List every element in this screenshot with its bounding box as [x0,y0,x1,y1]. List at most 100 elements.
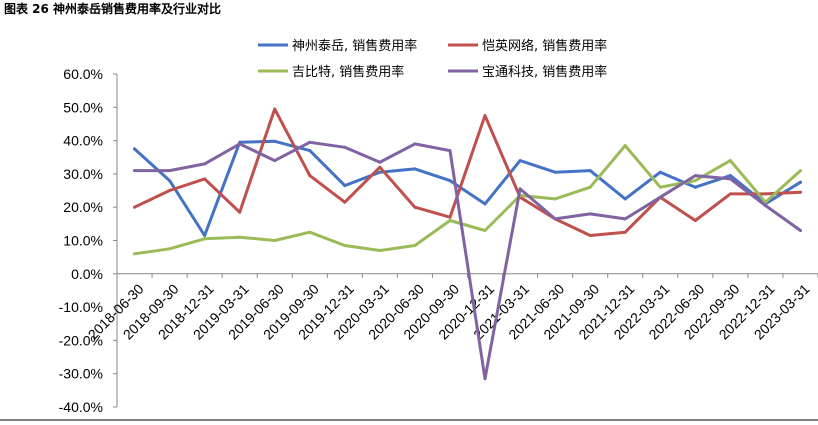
data-point [658,170,662,174]
data-point [728,174,732,178]
data-point [273,239,277,242]
y-tick-label: -10.0% [59,299,103,315]
series-line-2 [133,107,802,237]
data-point [693,174,697,178]
chart-axes: 60.0% 50.0% 40.0% 30.0% 20.0% 10.0% 0.0% -10.0%… [59,66,818,415]
data-point [203,237,207,241]
series-line-1 [133,139,802,237]
data-point [343,184,347,188]
data-point [448,179,452,183]
legend-item-3: 吉比特, 销售费用率 [258,64,404,80]
data-point [553,217,557,221]
data-point [448,219,452,222]
data-point [413,205,417,209]
data-point [378,170,382,174]
data-point [553,197,557,201]
data-point [168,169,172,173]
y-tick-label: 0.0% [71,266,103,282]
data-point [413,244,417,247]
y-tick-label: 50.0% [63,99,103,115]
figure-title: 图表 26 神州泰岳销售费用率及行业对比 [4,2,222,16]
data-point [799,169,802,173]
data-point [168,179,172,183]
data-point [658,185,662,189]
data-point [553,170,557,174]
data-point [133,147,136,151]
data-point [623,197,627,201]
data-point [203,177,207,181]
data-point [588,169,592,173]
data-point [763,200,767,204]
legend-label: 吉比特, 销售费用率 [292,64,404,80]
legend-item-2: 恺英网络, 销售费用率 [448,38,607,54]
data-point [343,145,347,149]
data-point [168,247,172,251]
data-point [658,195,662,199]
series-line-3 [133,144,802,256]
data-point [728,177,732,181]
y-tick-label: 60.0% [63,66,103,82]
data-point [308,140,312,144]
data-point [238,210,242,214]
data-point [693,179,697,183]
y-tick-label: 10.0% [63,233,103,249]
series-line-4 [133,140,802,381]
data-point [623,144,627,148]
data-point [588,212,592,216]
data-point [203,234,207,237]
data-point [483,377,487,381]
data-point [413,167,417,171]
data-point [483,202,487,206]
y-tick-label: -40.0% [59,399,103,415]
data-point [588,185,592,189]
data-point [799,229,802,232]
data-point [273,159,277,163]
data-point [168,189,172,192]
data-point [799,180,802,184]
y-tick-label: 30.0% [63,166,103,182]
data-point [343,200,347,204]
data-point [518,159,522,163]
legend-item-1: 神州泰岳, 销售费用率 [258,38,417,54]
data-point [448,149,452,153]
data-point [273,139,277,143]
data-point [413,142,417,146]
data-point [378,249,382,252]
y-tick-label: -30.0% [59,366,103,382]
data-point [693,219,697,222]
series-lines [133,107,802,381]
data-point [588,234,592,237]
data-point [448,215,452,219]
legend-label: 神州泰岳, 销售费用率 [292,38,417,54]
data-point [483,114,487,118]
data-point [133,169,136,173]
data-point [623,217,627,221]
data-point [343,244,347,247]
data-point [728,192,732,196]
data-point [728,159,732,163]
data-point [203,162,207,166]
data-point [238,235,242,239]
y-tick-label: 20.0% [63,199,103,215]
legend-label: 恺英网络, 销售费用率 [482,38,607,54]
legend-label: 宝通科技, 销售费用率 [482,64,607,80]
data-point [238,142,242,146]
data-point [308,149,312,153]
data-point [623,230,627,234]
y-tick-label: -20.0% [59,332,103,348]
data-point [763,204,767,207]
data-point [799,190,802,194]
data-point [308,174,312,178]
data-point [518,187,522,191]
data-point [483,229,487,232]
legend-item-4: 宝通科技, 销售费用率 [448,64,607,80]
data-point [693,185,697,189]
data-point [273,107,277,111]
data-point [133,252,136,256]
data-point [763,192,767,196]
data-point [133,205,136,209]
data-point [308,230,312,234]
data-point [378,165,382,169]
